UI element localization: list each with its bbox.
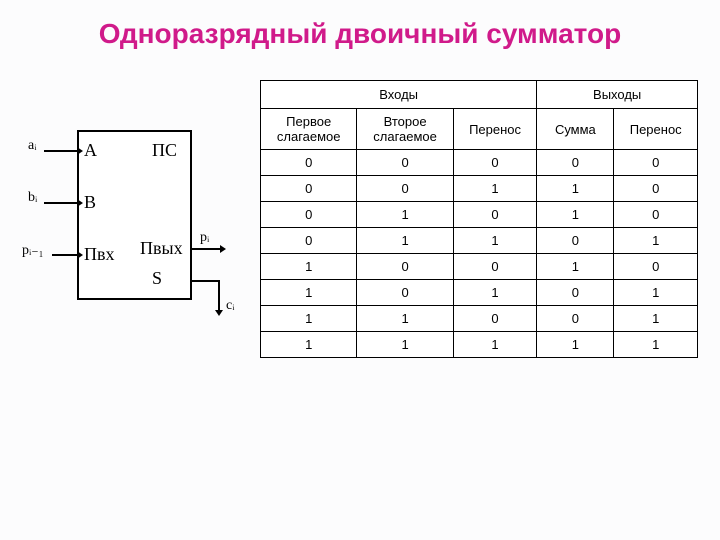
ext-label-pout: pᵢ xyxy=(200,230,209,246)
label-S: S xyxy=(152,268,162,289)
table-cell: 0 xyxy=(614,254,698,280)
arrow-b xyxy=(44,202,77,204)
table-cell: 1 xyxy=(261,280,357,306)
table-cell: 1 xyxy=(357,332,453,358)
table-cell: 0 xyxy=(453,150,537,176)
col-header: Второе слагаемое xyxy=(357,109,453,150)
table-cell: 1 xyxy=(614,228,698,254)
page-title: Одноразрядный двоичный сумматор xyxy=(0,0,720,60)
ext-label-cin: pᵢ₋₁ xyxy=(22,242,44,259)
table-cell: 1 xyxy=(357,306,453,332)
table-cell: 1 xyxy=(453,228,537,254)
arrow-pout xyxy=(192,248,220,250)
col-header: Первое слагаемое xyxy=(261,109,357,150)
table-row: 10101 xyxy=(261,280,698,306)
ext-label-sout: cᵢ xyxy=(226,298,235,314)
truth-table: Входы Выходы Первое слагаемоеВторое слаг… xyxy=(260,80,698,358)
col-header: Сумма xyxy=(537,109,614,150)
wire-s-h xyxy=(192,280,220,282)
table-cell: 0 xyxy=(614,150,698,176)
truth-table-body: 0000000110010100110110010101011100111111 xyxy=(261,150,698,358)
label-B: B xyxy=(84,192,96,213)
arrow-a xyxy=(44,150,77,152)
table-cell: 0 xyxy=(537,306,614,332)
label-A: A xyxy=(84,140,97,161)
adder-diagram: aᵢ bᵢ pᵢ₋₁ A B Пвх ПС Пвых S pᵢ cᵢ xyxy=(22,120,242,330)
content-area: aᵢ bᵢ pᵢ₋₁ A B Пвх ПС Пвых S pᵢ cᵢ Входы… xyxy=(0,60,720,358)
label-Pin: Пвх xyxy=(84,244,115,265)
table-cell: 0 xyxy=(357,280,453,306)
table-cell: 0 xyxy=(261,202,357,228)
table-row: 01101 xyxy=(261,228,698,254)
table-cell: 1 xyxy=(537,176,614,202)
header-inputs: Входы xyxy=(261,81,537,109)
table-cell: 0 xyxy=(453,254,537,280)
table-cell: 1 xyxy=(261,254,357,280)
table-cell: 1 xyxy=(537,332,614,358)
label-PS: ПС xyxy=(152,140,177,161)
ext-label-a: aᵢ xyxy=(28,138,37,154)
table-cell: 0 xyxy=(357,176,453,202)
truth-table-head: Входы Выходы Первое слагаемоеВторое слаг… xyxy=(261,81,698,150)
table-cell: 1 xyxy=(261,332,357,358)
table-row: 00000 xyxy=(261,150,698,176)
table-cell: 0 xyxy=(453,306,537,332)
arrow-cin xyxy=(52,254,77,256)
table-cell: 1 xyxy=(357,228,453,254)
table-cell: 0 xyxy=(537,150,614,176)
table-cell: 0 xyxy=(261,176,357,202)
ext-label-b: bᵢ xyxy=(28,190,37,206)
table-cell: 0 xyxy=(453,202,537,228)
table-cell: 1 xyxy=(453,280,537,306)
header-columns-row: Первое слагаемоеВторое слагаемоеПереносС… xyxy=(261,109,698,150)
table-row: 11001 xyxy=(261,306,698,332)
table-row: 11111 xyxy=(261,332,698,358)
table-cell: 0 xyxy=(261,150,357,176)
arrow-sout xyxy=(218,280,220,310)
col-header: Перенос xyxy=(614,109,698,150)
table-cell: 0 xyxy=(357,254,453,280)
table-cell: 1 xyxy=(614,280,698,306)
table-cell: 1 xyxy=(357,202,453,228)
table-row: 10010 xyxy=(261,254,698,280)
table-cell: 0 xyxy=(357,150,453,176)
table-cell: 1 xyxy=(453,176,537,202)
table-cell: 1 xyxy=(261,306,357,332)
table-row: 00110 xyxy=(261,176,698,202)
table-cell: 0 xyxy=(261,228,357,254)
table-cell: 0 xyxy=(537,228,614,254)
table-cell: 1 xyxy=(614,306,698,332)
col-header: Перенос xyxy=(453,109,537,150)
table-cell: 1 xyxy=(614,332,698,358)
table-cell: 1 xyxy=(537,202,614,228)
table-cell: 0 xyxy=(537,280,614,306)
header-outputs: Выходы xyxy=(537,81,698,109)
table-cell: 1 xyxy=(537,254,614,280)
table-cell: 0 xyxy=(614,202,698,228)
table-cell: 0 xyxy=(614,176,698,202)
table-row: 01010 xyxy=(261,202,698,228)
table-cell: 1 xyxy=(453,332,537,358)
label-Pout: Пвых xyxy=(140,238,183,259)
